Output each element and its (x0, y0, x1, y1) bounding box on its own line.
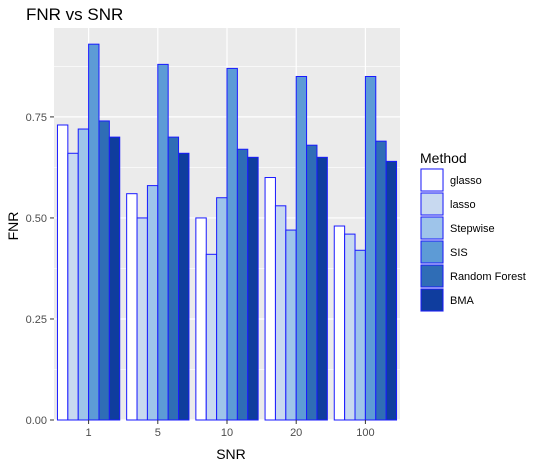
bar-sis-1 (88, 43, 100, 421)
bars (56, 43, 398, 421)
x-tick-label: 5 (155, 427, 161, 439)
bar-random-forest-10 (236, 148, 249, 421)
bar-random-forest-5 (167, 136, 180, 421)
y-tick-label: 0.00 (26, 415, 47, 427)
legend-key (420, 288, 444, 312)
bar-glasso-100 (333, 225, 346, 421)
bar-bma-1 (108, 136, 121, 421)
bar-stepwise-100 (354, 249, 366, 421)
bar-random-forest-1 (98, 120, 110, 421)
bar-random-forest-20 (306, 144, 318, 421)
legend-title: Method (420, 150, 467, 166)
legend: Method glasso lasso Stepwise SIS Random Fore… (420, 150, 526, 312)
y-tick-label: 0.50 (26, 213, 47, 225)
bar-bma-5 (178, 152, 190, 421)
bar-lasso-5 (136, 217, 148, 421)
legend-label: Stepwise (450, 223, 495, 235)
bar-bma-100 (385, 160, 398, 421)
x-tick-label: 1 (86, 427, 92, 439)
bar-stepwise-1 (77, 128, 90, 421)
bar-sis-10 (226, 67, 238, 421)
bar-glasso-10 (195, 217, 207, 421)
bar-sis-100 (364, 75, 377, 421)
x-tick-label: 20 (290, 427, 302, 439)
bar-stepwise-20 (285, 229, 297, 421)
legend-label: BMA (450, 295, 475, 307)
y-tick-label: 0.25 (26, 314, 47, 326)
bar-sis-20 (295, 75, 308, 421)
bar-glasso-1 (56, 124, 69, 421)
legend-label: Random Forest (450, 271, 526, 283)
bar-glasso-5 (126, 193, 138, 421)
legend-label: lasso (450, 199, 476, 211)
bar-lasso-20 (274, 205, 287, 421)
legend-key (420, 168, 444, 192)
bar-sis-5 (157, 63, 169, 421)
x-tick-label: 100 (356, 427, 374, 439)
legend-key (420, 192, 444, 216)
bar-glasso-20 (264, 177, 276, 421)
bar-lasso-10 (205, 253, 218, 421)
x-tick-label: 10 (221, 427, 233, 439)
legend-key (420, 264, 444, 288)
x-axis-title: SNR (216, 446, 246, 462)
y-tick-label: 0.75 (26, 112, 47, 124)
x-axis: 1 5 10 20 100 (86, 420, 375, 439)
bar-stepwise-5 (146, 185, 159, 421)
legend-key (420, 216, 444, 240)
legend-label: SIS (450, 247, 468, 259)
bar-random-forest-100 (375, 140, 387, 421)
y-axis: 0.00 0.25 0.50 0.75 (26, 112, 54, 427)
bar-lasso-100 (344, 233, 356, 421)
y-axis-title: FNR (5, 212, 21, 241)
bar-bma-20 (316, 156, 328, 421)
chart-title: FNR vs SNR (26, 5, 123, 24)
legend-key (420, 240, 444, 264)
legend-label: glasso (450, 175, 482, 187)
bar-bma-10 (247, 156, 259, 421)
bar-stepwise-10 (216, 197, 228, 421)
bar-lasso-1 (67, 152, 79, 421)
